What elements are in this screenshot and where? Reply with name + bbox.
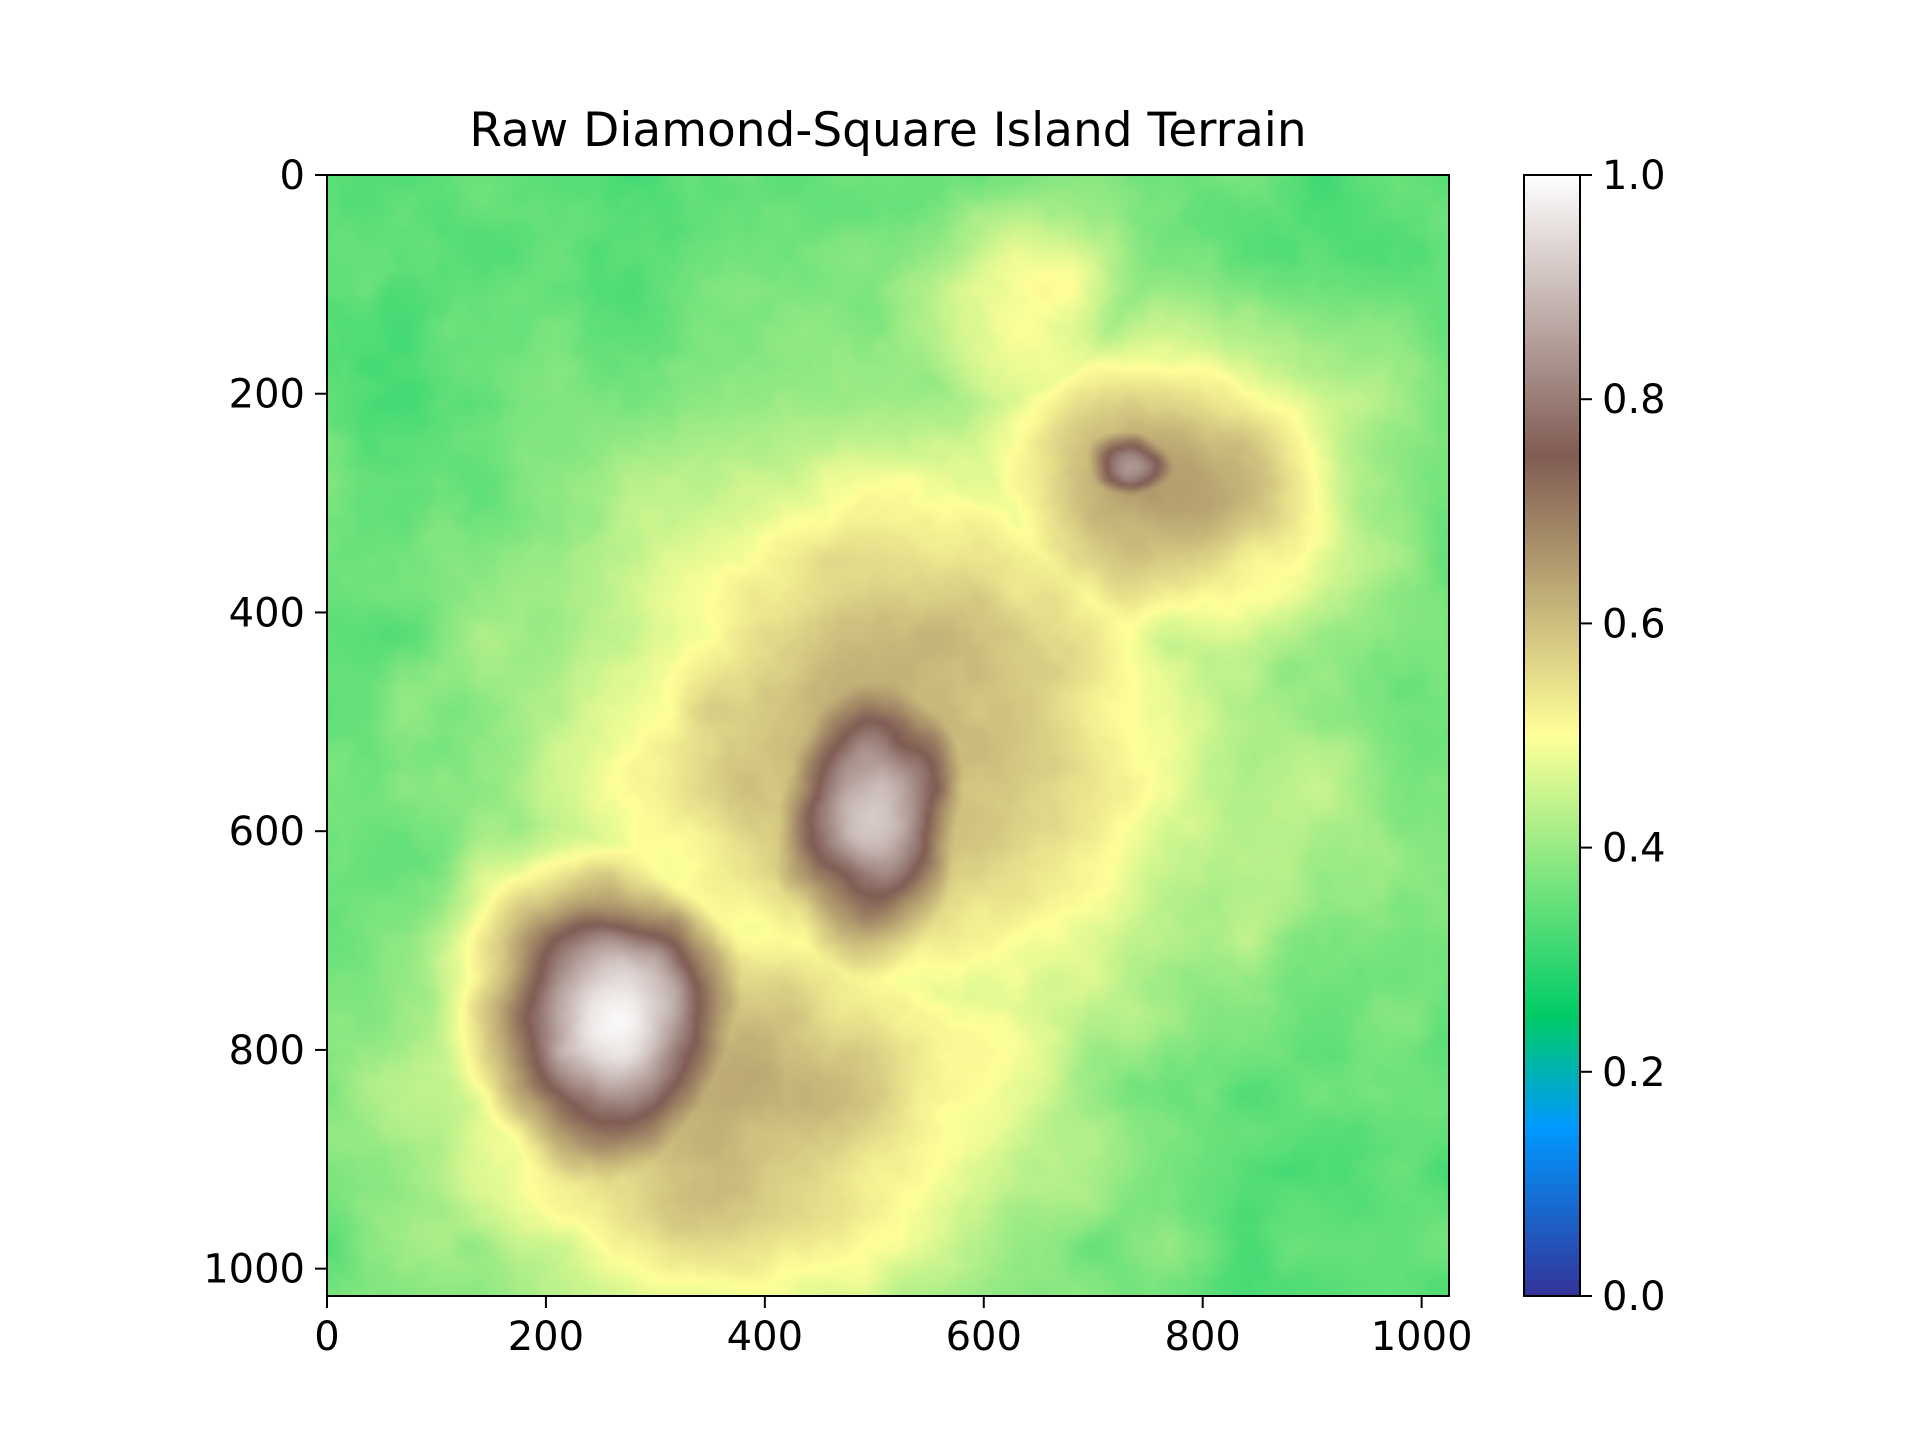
colorbar-tick-label: 0.8	[1602, 377, 1666, 423]
colorbar: 0.0 0.2 0.4 0.6 0.8 1.0	[1523, 153, 1666, 1320]
terrain-heatmap	[327, 175, 1449, 1296]
x-tick-label: 200	[508, 1314, 584, 1360]
x-axis: 0 200 400 600 800 1000	[314, 1296, 1473, 1360]
y-tick-label: 200	[229, 372, 305, 418]
colorbar-tick-label: 1.0	[1602, 153, 1666, 199]
colorbar-frame	[1523, 174, 1581, 1297]
colorbar-tick-label: 0.2	[1602, 1050, 1666, 1096]
x-tick-label: 0	[314, 1314, 339, 1360]
chart-title: Raw Diamond-Square Island Terrain	[469, 103, 1306, 158]
y-axis: 0 200 400 600 800 1000	[203, 153, 327, 1293]
y-tick-label: 0	[280, 153, 305, 199]
x-tick-label: 400	[727, 1314, 803, 1360]
y-tick-label: 800	[229, 1028, 305, 1074]
colorbar-tick-label: 0.0	[1602, 1274, 1666, 1320]
y-tick-label: 400	[229, 590, 305, 636]
plot-frame	[326, 174, 1450, 1297]
y-tick-label: 600	[229, 809, 305, 855]
y-tick-label: 1000	[203, 1247, 305, 1293]
colorbar-gradient	[1524, 175, 1580, 1296]
heatmap-plot-area	[326, 174, 1450, 1297]
colorbar-tick-label: 0.4	[1602, 826, 1666, 872]
x-tick-label: 800	[1165, 1314, 1241, 1360]
colorbar-tick-label: 0.6	[1602, 601, 1666, 647]
x-tick-label: 1000	[1371, 1314, 1473, 1360]
x-tick-label: 600	[946, 1314, 1022, 1360]
